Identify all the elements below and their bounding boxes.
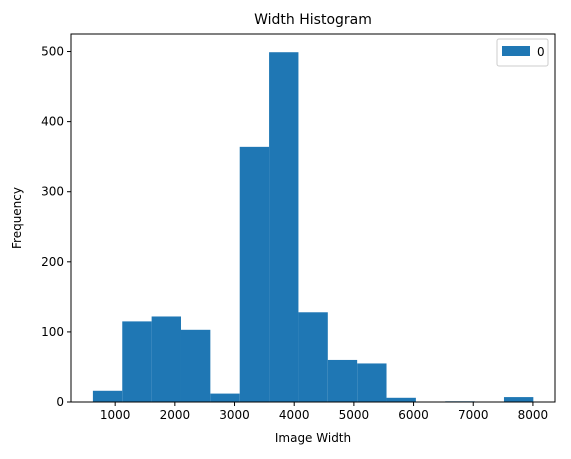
histogram-bar-8	[298, 312, 328, 402]
histogram-bar-5	[210, 393, 240, 402]
histogram-bar-9	[327, 359, 358, 402]
histogram-bar-10	[357, 363, 387, 402]
x-tick-label: 3000	[219, 408, 250, 422]
plot-frame	[70, 33, 556, 403]
histogram-bar-3	[151, 316, 181, 402]
bars-layer	[92, 52, 534, 402]
legend-label: 0	[537, 45, 545, 59]
y-axis: 0 100 200 300 400 500	[41, 45, 71, 409]
x-tick-label: 2000	[160, 408, 191, 422]
x-tick-label: 8000	[518, 408, 549, 422]
x-tick-label: 7000	[458, 408, 489, 422]
x-tick-label: 5000	[339, 408, 370, 422]
x-tick-label: 4000	[279, 408, 310, 422]
x-tick-label: 1000	[100, 408, 131, 422]
x-axis: 1000 2000 3000 4000 5000 6000 7000 8000	[100, 402, 548, 422]
y-axis-label: Frequency	[10, 187, 24, 249]
y-tick-label: 400	[41, 115, 64, 129]
histogram-bar-1	[92, 390, 123, 402]
legend-swatch	[502, 46, 530, 56]
histogram-bar-4	[180, 329, 211, 402]
histogram-bar-2	[122, 321, 152, 402]
y-tick-label: 0	[56, 395, 64, 409]
histogram-bar-6	[239, 146, 270, 402]
y-tick-label: 200	[41, 255, 64, 269]
histogram-bar-7	[269, 52, 299, 402]
x-axis-label: Image Width	[275, 431, 351, 445]
legend: 0	[496, 38, 549, 67]
y-tick-label: 300	[41, 185, 64, 199]
chart-title: Width Histogram	[254, 12, 372, 28]
y-tick-label: 100	[41, 325, 64, 339]
histogram-bar-11	[386, 397, 416, 402]
y-tick-label: 500	[41, 45, 64, 59]
x-tick-label: 6000	[398, 408, 429, 422]
histogram-bar-15	[503, 397, 534, 402]
